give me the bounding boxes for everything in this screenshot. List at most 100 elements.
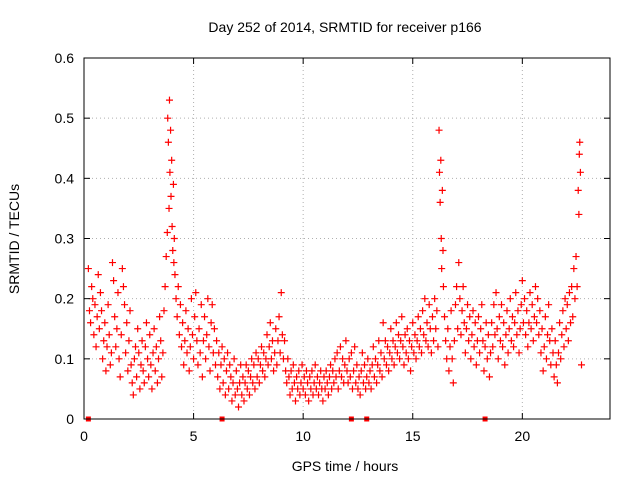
data-point xyxy=(574,186,582,194)
data-point xyxy=(306,373,314,381)
data-point xyxy=(297,379,305,387)
data-point xyxy=(85,307,93,315)
data-point xyxy=(240,397,248,405)
data-point xyxy=(112,343,120,351)
data-point xyxy=(255,379,263,387)
data-point xyxy=(445,367,453,375)
data-point xyxy=(174,283,182,291)
data-point xyxy=(166,168,174,176)
data-point xyxy=(399,343,407,351)
data-point xyxy=(448,355,456,363)
data-point xyxy=(321,385,329,393)
data-point xyxy=(510,343,518,351)
data-point xyxy=(405,337,413,345)
data-point xyxy=(553,379,561,387)
data-point xyxy=(224,349,232,357)
data-point xyxy=(165,96,173,104)
data-point xyxy=(245,391,253,399)
data-point xyxy=(540,343,548,351)
y-tick-label: 0.3 xyxy=(55,231,75,247)
data-point xyxy=(557,355,565,363)
data-point xyxy=(435,126,443,134)
data-point xyxy=(210,325,218,333)
data-point xyxy=(461,349,469,357)
data-point xyxy=(298,361,306,369)
data-point xyxy=(408,343,416,351)
data-point xyxy=(91,301,99,309)
data-point xyxy=(180,361,188,369)
data-point xyxy=(106,361,114,369)
data-point xyxy=(134,325,142,333)
data-point xyxy=(144,355,152,363)
data-point xyxy=(478,301,486,309)
data-point xyxy=(409,319,417,327)
data-point xyxy=(194,361,202,369)
data-point xyxy=(491,331,499,339)
data-point xyxy=(373,379,381,387)
data-point xyxy=(572,253,580,261)
data-point xyxy=(453,283,461,291)
y-tick-label: 0.5 xyxy=(55,110,75,126)
data-point xyxy=(573,283,581,291)
data-point xyxy=(535,331,543,339)
data-point xyxy=(425,301,433,309)
data-point xyxy=(247,373,255,381)
data-point xyxy=(492,289,500,297)
data-point xyxy=(495,313,503,321)
data-point xyxy=(438,186,446,194)
data-point xyxy=(391,343,399,351)
data-point xyxy=(258,343,266,351)
data-point xyxy=(369,343,377,351)
data-point xyxy=(527,325,535,333)
data-point xyxy=(104,301,112,309)
data-point xyxy=(522,331,530,339)
data-point xyxy=(366,367,374,375)
data-point xyxy=(125,337,133,345)
data-point xyxy=(365,379,373,387)
data-point xyxy=(575,210,583,218)
data-point xyxy=(178,343,186,351)
data-point xyxy=(199,337,207,345)
data-point xyxy=(388,355,396,363)
data-point xyxy=(469,307,477,315)
data-point xyxy=(331,355,339,363)
data-point xyxy=(165,204,173,212)
data-point xyxy=(341,361,349,369)
data-point xyxy=(493,325,501,333)
data-point xyxy=(323,379,331,387)
data-point xyxy=(487,349,495,357)
data-point xyxy=(100,337,108,345)
data-point xyxy=(480,367,488,375)
data-point xyxy=(548,325,556,333)
data-point xyxy=(416,325,424,333)
data-point xyxy=(564,337,572,345)
data-point xyxy=(468,331,476,339)
data-point xyxy=(451,301,459,309)
data-point xyxy=(381,337,389,345)
data-point xyxy=(330,379,338,387)
data-point xyxy=(232,367,240,375)
data-points xyxy=(84,96,586,422)
data-point xyxy=(145,373,153,381)
data-point xyxy=(110,277,118,285)
data-point xyxy=(129,391,137,399)
x-tick-label: 10 xyxy=(295,428,311,444)
data-point xyxy=(114,289,122,297)
data-point xyxy=(89,295,97,303)
data-point xyxy=(377,349,385,357)
data-point xyxy=(576,168,584,176)
data-point xyxy=(498,301,506,309)
data-point xyxy=(329,367,337,375)
data-point xyxy=(119,283,127,291)
data-point xyxy=(167,126,175,134)
data-point xyxy=(287,367,295,375)
data-point xyxy=(423,319,431,327)
data-point xyxy=(505,325,513,333)
data-point xyxy=(99,355,107,363)
data-point xyxy=(524,343,532,351)
data-point xyxy=(328,385,336,393)
data-point xyxy=(130,355,138,363)
data-point xyxy=(356,391,364,399)
data-point xyxy=(506,295,514,303)
data-point xyxy=(205,343,213,351)
